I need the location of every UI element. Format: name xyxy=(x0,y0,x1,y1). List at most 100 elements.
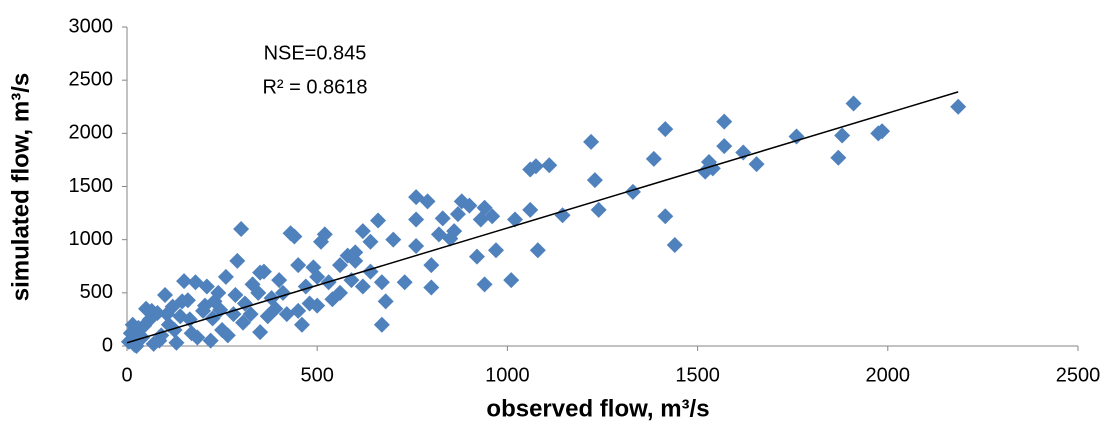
x-tick-label: 1500 xyxy=(675,364,720,386)
point xyxy=(408,238,425,255)
y-tick-label: 1500 xyxy=(69,175,114,197)
point xyxy=(522,201,539,218)
point xyxy=(590,201,607,218)
point xyxy=(377,293,394,310)
point xyxy=(434,210,451,227)
point xyxy=(716,138,733,155)
point xyxy=(252,264,269,281)
point xyxy=(748,156,765,173)
x-tick-label: 2000 xyxy=(866,364,911,386)
point xyxy=(507,211,524,228)
point xyxy=(657,121,674,138)
point xyxy=(788,128,805,145)
point xyxy=(187,274,204,291)
point xyxy=(408,211,425,228)
point xyxy=(468,248,485,265)
point xyxy=(950,98,967,115)
point xyxy=(242,306,259,323)
point xyxy=(716,113,733,130)
point xyxy=(278,306,295,323)
x-tick-label: 500 xyxy=(301,364,334,386)
point xyxy=(373,316,390,333)
point xyxy=(484,208,501,225)
point xyxy=(196,297,213,314)
point xyxy=(830,149,847,166)
point xyxy=(423,279,440,296)
point xyxy=(527,158,544,175)
point xyxy=(449,206,466,223)
point xyxy=(136,317,153,334)
point xyxy=(362,233,379,250)
point xyxy=(354,223,371,240)
annotation: R² = 0.8618 xyxy=(262,76,367,98)
point xyxy=(202,332,219,349)
point xyxy=(267,300,284,317)
point xyxy=(487,242,504,259)
point xyxy=(271,272,288,289)
point xyxy=(168,334,185,351)
point xyxy=(476,199,493,216)
point xyxy=(204,310,221,327)
point xyxy=(290,302,307,319)
point xyxy=(354,278,371,295)
point xyxy=(233,221,250,238)
point xyxy=(657,208,674,225)
y-tick-label: 0 xyxy=(102,334,113,356)
point xyxy=(176,273,193,290)
point xyxy=(236,295,253,312)
point xyxy=(735,144,752,161)
point xyxy=(244,276,261,293)
point xyxy=(143,302,160,319)
point xyxy=(151,332,168,349)
point xyxy=(645,150,662,167)
y-tick-label: 500 xyxy=(80,281,113,303)
y-tick-label: 2500 xyxy=(69,68,114,90)
point xyxy=(408,189,425,206)
point xyxy=(586,172,603,189)
point xyxy=(453,193,470,210)
point xyxy=(554,207,571,224)
point xyxy=(252,324,269,341)
point xyxy=(235,314,252,331)
point xyxy=(332,257,349,274)
point xyxy=(373,274,390,291)
point xyxy=(503,272,520,289)
point xyxy=(529,242,546,259)
point xyxy=(583,133,600,150)
point xyxy=(293,316,310,333)
point xyxy=(290,257,307,274)
point xyxy=(157,286,174,303)
point xyxy=(347,252,364,269)
point xyxy=(309,297,326,314)
point xyxy=(845,95,862,112)
point xyxy=(166,322,183,339)
x-tick-label: 0 xyxy=(121,364,132,386)
point xyxy=(332,284,349,301)
point xyxy=(313,233,330,250)
point xyxy=(229,252,246,269)
point xyxy=(219,327,236,344)
point xyxy=(217,268,234,285)
point xyxy=(305,259,322,276)
y-tick-label: 3000 xyxy=(69,15,114,37)
point xyxy=(250,284,267,301)
point xyxy=(666,236,683,253)
point xyxy=(476,276,493,293)
point xyxy=(834,127,851,144)
x-tick-label: 1000 xyxy=(485,364,530,386)
point xyxy=(189,329,206,346)
x-axis-title: observed flow, m³/s xyxy=(486,395,709,422)
point xyxy=(541,157,558,174)
point xyxy=(874,123,891,140)
y-axis-title: simulated flow, m³/s xyxy=(7,73,34,301)
point xyxy=(396,274,413,291)
point xyxy=(124,316,141,333)
x-tick-label: 2500 xyxy=(1056,364,1101,386)
point xyxy=(430,226,447,243)
point xyxy=(370,212,387,229)
point xyxy=(174,293,191,310)
point xyxy=(423,257,440,274)
y-tick-label: 2000 xyxy=(69,122,114,144)
point xyxy=(286,228,303,245)
